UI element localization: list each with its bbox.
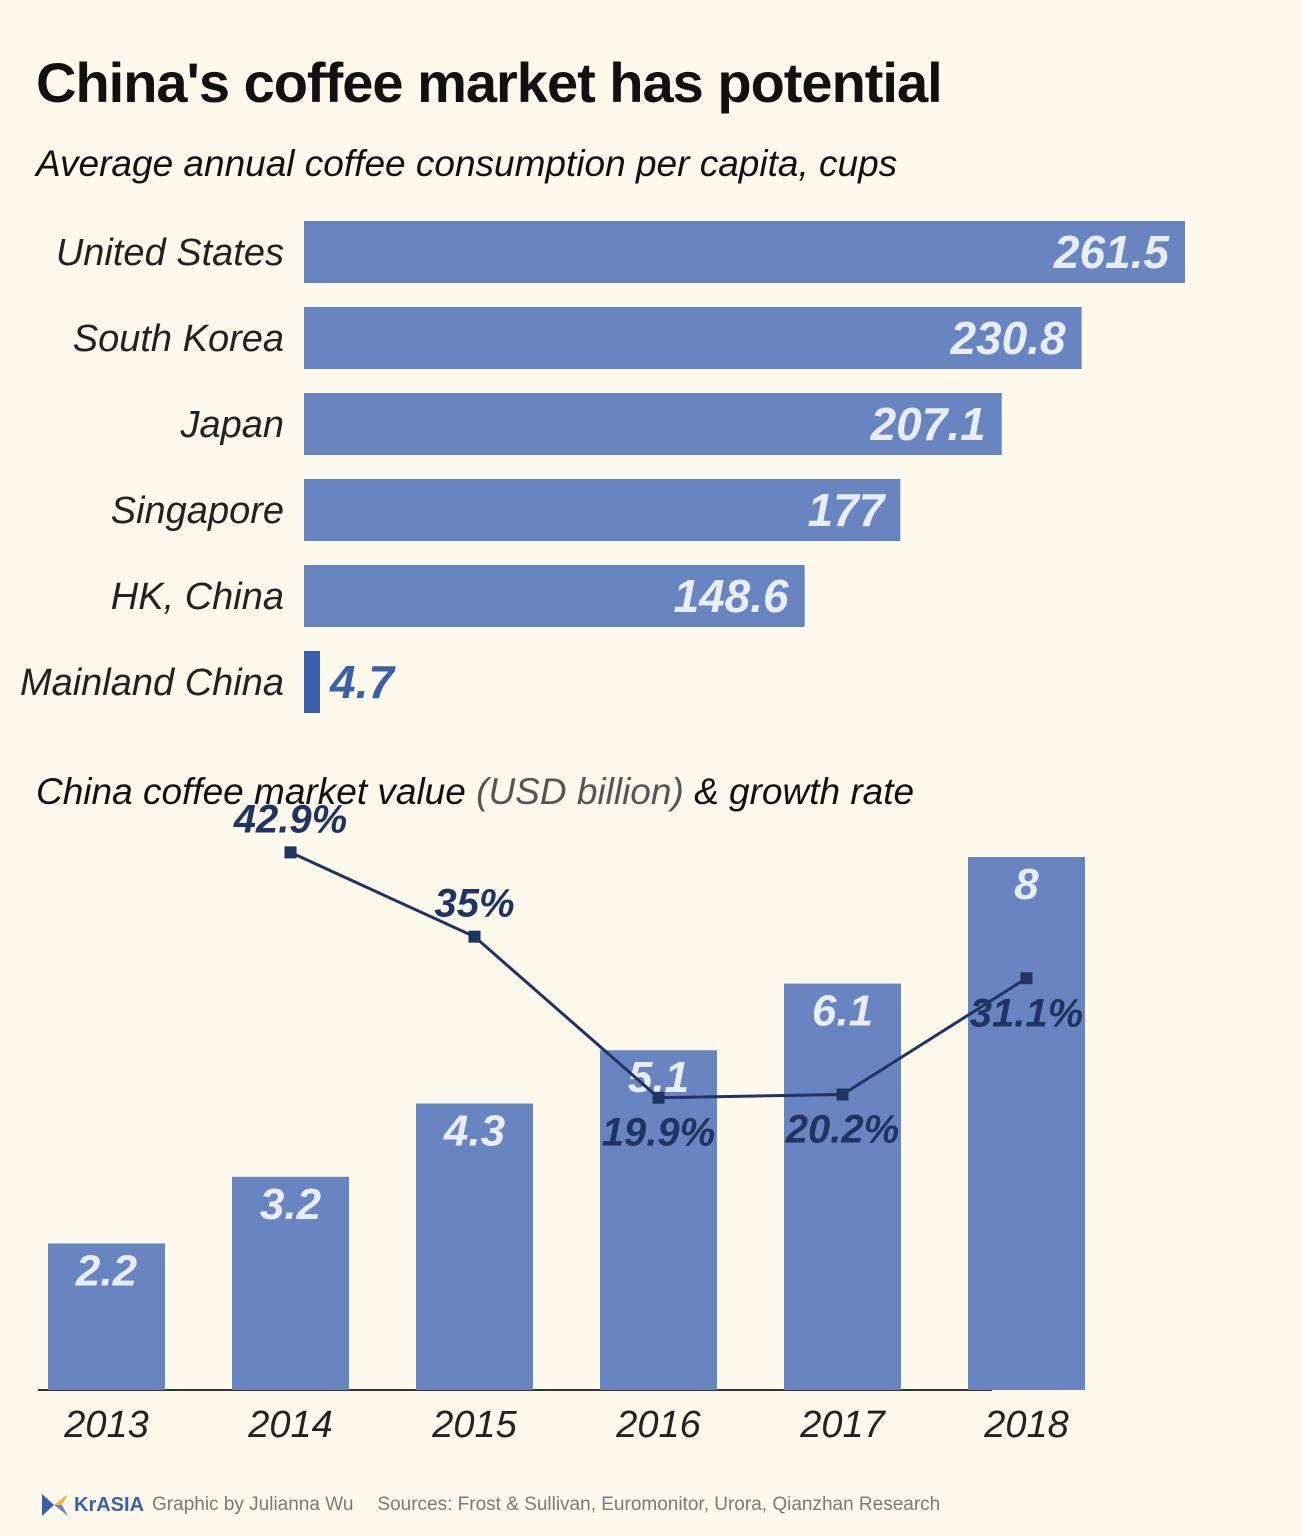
bar-value-label: 148.6 bbox=[674, 570, 790, 622]
bar-value-label: 230.8 bbox=[949, 312, 1066, 364]
bar-category-label: Singapore bbox=[111, 490, 284, 532]
krasia-logo: KrASIA bbox=[40, 1492, 144, 1518]
consumption-bar bbox=[304, 307, 1082, 369]
market-chart-subtitle-unit: (USD billion) bbox=[476, 771, 684, 812]
bar-value-label: 4.3 bbox=[443, 1107, 505, 1156]
market-value-bar bbox=[600, 1050, 717, 1390]
x-tick-label: 2018 bbox=[983, 1404, 1069, 1446]
bar-category-label: HK, China bbox=[111, 576, 284, 618]
consumption-bar bbox=[304, 221, 1185, 283]
bar-category-label: South Korea bbox=[73, 318, 284, 360]
bar-category-label: Mainland China bbox=[20, 662, 284, 704]
x-tick-label: 2016 bbox=[615, 1404, 701, 1446]
bar-category-label: Japan bbox=[179, 404, 284, 446]
footer-sources: Sources: Frost & Sullivan, Euromonitor, … bbox=[377, 1494, 941, 1515]
chart-title: China's coffee market has potential bbox=[36, 51, 943, 114]
growth-rate-marker bbox=[836, 1088, 849, 1101]
market-value-bar bbox=[232, 1176, 349, 1390]
market-value-bar bbox=[48, 1243, 165, 1390]
consumption-bar bbox=[304, 479, 901, 541]
growth-rate-marker bbox=[468, 930, 481, 943]
growth-rate-marker bbox=[652, 1091, 665, 1104]
bar-value-label: 261.5 bbox=[1053, 226, 1171, 278]
market-chart-subtitle: China coffee market value (USD billion) … bbox=[36, 770, 914, 814]
consumption-bar bbox=[304, 651, 320, 713]
bar-value-label: 3.2 bbox=[260, 1180, 322, 1229]
consumption-bar-chart: United States 261.5 South Korea 230.8 Japan 2… bbox=[20, 221, 1185, 713]
market-chart-subtitle-rest: & growth rate bbox=[694, 771, 915, 812]
consumption-bar bbox=[304, 393, 1002, 455]
growth-rate-label: 19.9% bbox=[602, 1111, 715, 1155]
bar-category-label: United States bbox=[56, 232, 284, 274]
krasia-logo-text: KrASIA bbox=[74, 1493, 145, 1516]
x-tick-label: 2013 bbox=[63, 1404, 149, 1446]
footer-credit: Graphic by Julianna Wu bbox=[152, 1494, 354, 1515]
growth-rate-label: 42.9% bbox=[233, 797, 347, 841]
bar-chart-subtitle: Average annual coffee consumption per ca… bbox=[36, 143, 898, 184]
market-value-bar bbox=[416, 1103, 533, 1390]
growth-rate-label: 20.2% bbox=[785, 1108, 899, 1152]
market-value-bar bbox=[784, 983, 901, 1390]
bar-value-label: 207.1 bbox=[870, 398, 986, 450]
krasia-logo-icon bbox=[42, 1494, 68, 1516]
growth-rate-label: 35% bbox=[434, 882, 514, 926]
bar-value-label: 6.1 bbox=[812, 987, 873, 1036]
growth-rate-marker bbox=[284, 846, 297, 859]
x-tick-label: 2015 bbox=[431, 1404, 517, 1446]
bar-value-label: 177 bbox=[808, 484, 887, 536]
growth-rate-marker bbox=[1020, 972, 1033, 985]
bar-value-label: 4.7 bbox=[329, 656, 396, 708]
market-chart-subtitle-main: China coffee market value bbox=[36, 771, 466, 812]
market-value-chart: 2.220133.220144.320155.120166.1201782018… bbox=[38, 797, 1085, 1446]
bar-value-label: 2.2 bbox=[75, 1246, 138, 1295]
consumption-bar bbox=[304, 565, 805, 627]
footer: KrASIA Graphic by Julianna Wu Sources: F… bbox=[40, 1492, 940, 1518]
x-tick-label: 2017 bbox=[799, 1404, 886, 1446]
market-value-bar bbox=[968, 857, 1085, 1390]
bar-value-label: 8 bbox=[1014, 860, 1039, 909]
growth-rate-label: 31.1% bbox=[970, 991, 1083, 1035]
x-tick-label: 2014 bbox=[247, 1404, 333, 1446]
